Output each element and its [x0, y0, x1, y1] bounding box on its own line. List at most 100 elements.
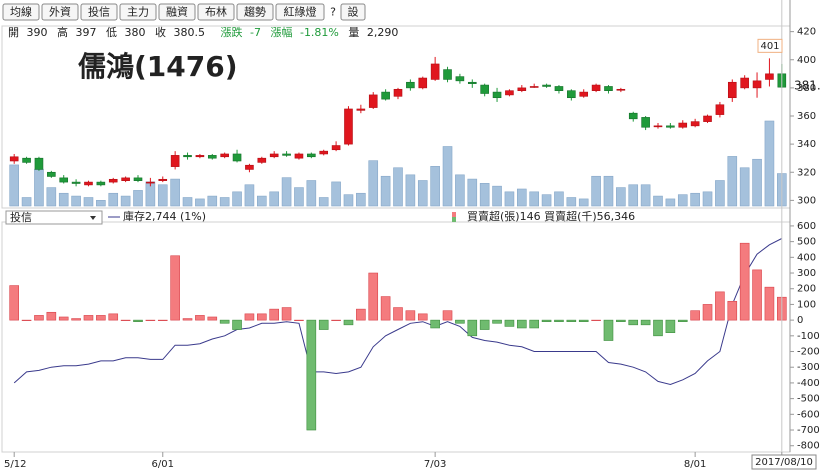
y-tick-label: -100 — [797, 331, 820, 342]
toolbar-label[interactable]: 主力 — [127, 6, 149, 19]
net-bar — [739, 242, 750, 321]
candle-body — [628, 112, 638, 120]
net-bar — [257, 313, 267, 321]
selector-arrow[interactable] — [90, 216, 96, 220]
volume-bar — [244, 184, 255, 207]
volume-bar — [578, 198, 589, 207]
net-bar — [207, 316, 218, 321]
net-bar — [195, 315, 205, 321]
volume-bar — [566, 197, 577, 207]
volume-bar — [739, 167, 750, 207]
candle-body — [505, 90, 514, 96]
candle-body — [653, 125, 663, 128]
volume-label: 量 — [348, 26, 359, 39]
toolbar-button[interactable] — [80, 3, 118, 21]
candle-body — [443, 69, 452, 80]
candle-body — [158, 178, 168, 181]
volume-bar — [752, 158, 762, 207]
y-tick-label: 360 — [797, 111, 816, 122]
volume-bar — [232, 191, 242, 207]
candle-body — [752, 80, 762, 89]
net-bar — [690, 310, 700, 321]
y-tick-label: 320 — [797, 167, 816, 178]
volume-bar — [702, 191, 713, 207]
net-bar — [170, 255, 180, 321]
candle-body — [356, 108, 366, 111]
toolbar-button[interactable] — [2, 3, 40, 21]
net-bar — [455, 319, 465, 324]
candle-body — [84, 181, 93, 186]
volume-bar — [417, 180, 428, 207]
candle-body — [591, 84, 601, 91]
volume-bar — [541, 194, 552, 207]
toolbar-button[interactable] — [119, 3, 157, 21]
net-bar — [58, 316, 69, 321]
candle-body — [616, 88, 626, 91]
candle-body — [567, 90, 576, 99]
y-tick-label: 340 — [797, 139, 816, 150]
toolbar-label[interactable]: 外資 — [49, 6, 71, 19]
volume-bar — [356, 192, 366, 207]
net-bar — [356, 308, 366, 321]
candle-body — [480, 84, 489, 94]
low-label: 低 — [106, 26, 117, 39]
candle-body — [319, 150, 329, 155]
volume-bar — [665, 198, 676, 207]
y-tick-label: 400 — [797, 55, 816, 66]
candle-body — [47, 171, 56, 177]
net-bar — [529, 319, 539, 329]
selector[interactable]: 投信 — [10, 210, 32, 224]
selector-box[interactable] — [5, 210, 103, 225]
candle-body — [381, 91, 390, 100]
y-tick-label: 300 — [797, 195, 816, 206]
toolbar-button[interactable] — [236, 3, 274, 21]
candle-body — [22, 157, 31, 163]
volume-bar — [504, 191, 515, 207]
candle-body — [71, 181, 81, 184]
toolbar-button[interactable] — [197, 3, 235, 21]
volume-bar — [343, 194, 354, 207]
toolbar-label[interactable]: ? — [330, 6, 336, 19]
volume-bar — [182, 197, 193, 207]
volume-bar — [554, 191, 564, 207]
candle-body — [257, 157, 267, 163]
candle-body — [195, 155, 205, 158]
toolbar-label[interactable]: 融資 — [166, 6, 188, 19]
y-tick-label: 0 — [797, 315, 803, 326]
toolbar-label[interactable]: 趨勢 — [244, 5, 266, 19]
candle-body — [294, 153, 304, 159]
y-tick-label: -400 — [797, 378, 820, 389]
candle-body — [307, 153, 316, 158]
net-bar — [665, 319, 676, 333]
toolbar-button[interactable] — [41, 3, 79, 21]
volume-bar — [195, 198, 205, 207]
high: 397 — [76, 26, 97, 39]
net-bar — [21, 319, 32, 321]
pct: -1.81% — [300, 26, 339, 39]
candle-body — [245, 164, 254, 170]
toolbar-label[interactable]: 紅綠燈 — [284, 5, 317, 19]
net-bar — [566, 319, 577, 322]
volume-bar — [467, 178, 478, 207]
toolbar-label[interactable]: 均線 — [10, 5, 32, 19]
candle-body — [183, 155, 192, 158]
y-tick-label: 400 — [797, 252, 816, 263]
toolbar-label[interactable]: 設 — [348, 5, 359, 19]
change-label: 漲跌 — [221, 25, 243, 39]
candle-body — [121, 177, 130, 181]
toolbar-button[interactable] — [158, 3, 196, 21]
volume-bar — [281, 177, 292, 207]
volume-bar — [715, 180, 725, 207]
net-bar — [269, 308, 279, 321]
toolbar-button[interactable] — [275, 3, 325, 21]
volume-bar — [529, 191, 539, 207]
net-bar — [764, 286, 775, 321]
toolbar-button[interactable] — [340, 3, 366, 21]
toolbar-label[interactable]: 投信 — [88, 5, 110, 19]
volume-bar — [368, 160, 379, 207]
candle-body — [368, 94, 378, 108]
volume-bar — [294, 187, 304, 207]
volume-bar — [677, 194, 688, 207]
y-tick-label: 420 — [797, 27, 816, 38]
toolbar-label[interactable]: 布林 — [205, 5, 227, 19]
